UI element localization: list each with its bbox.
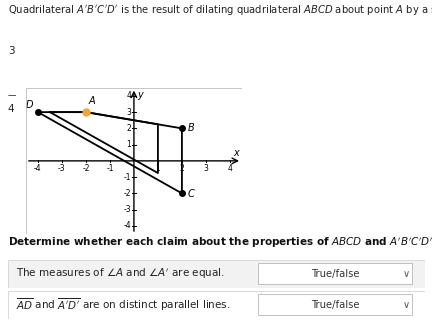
Text: -1: -1 bbox=[106, 164, 114, 174]
Text: $x$: $x$ bbox=[232, 148, 241, 158]
Text: 1: 1 bbox=[156, 164, 160, 174]
Text: $D$: $D$ bbox=[25, 98, 34, 110]
FancyBboxPatch shape bbox=[8, 260, 425, 288]
Text: ∨: ∨ bbox=[402, 300, 410, 310]
Text: -3: -3 bbox=[58, 164, 66, 174]
Text: $A$: $A$ bbox=[88, 95, 97, 107]
Text: 3: 3 bbox=[126, 108, 131, 117]
Text: 4: 4 bbox=[126, 91, 131, 100]
Text: 3: 3 bbox=[8, 46, 14, 56]
Text: $B$: $B$ bbox=[187, 121, 195, 133]
Text: 2: 2 bbox=[180, 164, 184, 174]
Text: -2: -2 bbox=[124, 189, 131, 198]
Text: Determine whether each claim about the properties of $ABCD$ and $A'B'C'D'$ is tr: Determine whether each claim about the p… bbox=[8, 236, 432, 250]
FancyBboxPatch shape bbox=[258, 294, 412, 315]
Text: 2: 2 bbox=[126, 124, 131, 133]
Text: 4: 4 bbox=[228, 164, 232, 174]
FancyBboxPatch shape bbox=[8, 291, 425, 318]
Text: $\overline{AD}$ and $\overline{A'D'}$ are on distinct parallel lines.: $\overline{AD}$ and $\overline{A'D'}$ ar… bbox=[16, 296, 231, 313]
Text: ∨: ∨ bbox=[402, 269, 410, 279]
Text: The measures of $\angle A$ and $\angle A'$ are equal.: The measures of $\angle A$ and $\angle A… bbox=[16, 266, 225, 281]
Text: True/false: True/false bbox=[311, 300, 359, 310]
Text: -4: -4 bbox=[124, 221, 131, 230]
Text: True/false: True/false bbox=[311, 269, 359, 279]
Text: Quadrilateral $A'B'C'D'$ is the result of dilating quadrilateral $ABCD$ about po: Quadrilateral $A'B'C'D'$ is the result o… bbox=[8, 3, 432, 17]
Text: -3: -3 bbox=[124, 205, 131, 214]
Text: -2: -2 bbox=[82, 164, 90, 174]
Text: -4: -4 bbox=[34, 164, 42, 174]
Text: $y$: $y$ bbox=[137, 90, 145, 102]
Text: 4: 4 bbox=[8, 104, 14, 114]
Text: 3: 3 bbox=[203, 164, 208, 174]
FancyBboxPatch shape bbox=[258, 263, 412, 284]
Text: -1: -1 bbox=[124, 173, 131, 182]
Text: —: — bbox=[8, 91, 16, 100]
Text: $C$: $C$ bbox=[187, 188, 196, 199]
Text: 1: 1 bbox=[126, 140, 131, 149]
